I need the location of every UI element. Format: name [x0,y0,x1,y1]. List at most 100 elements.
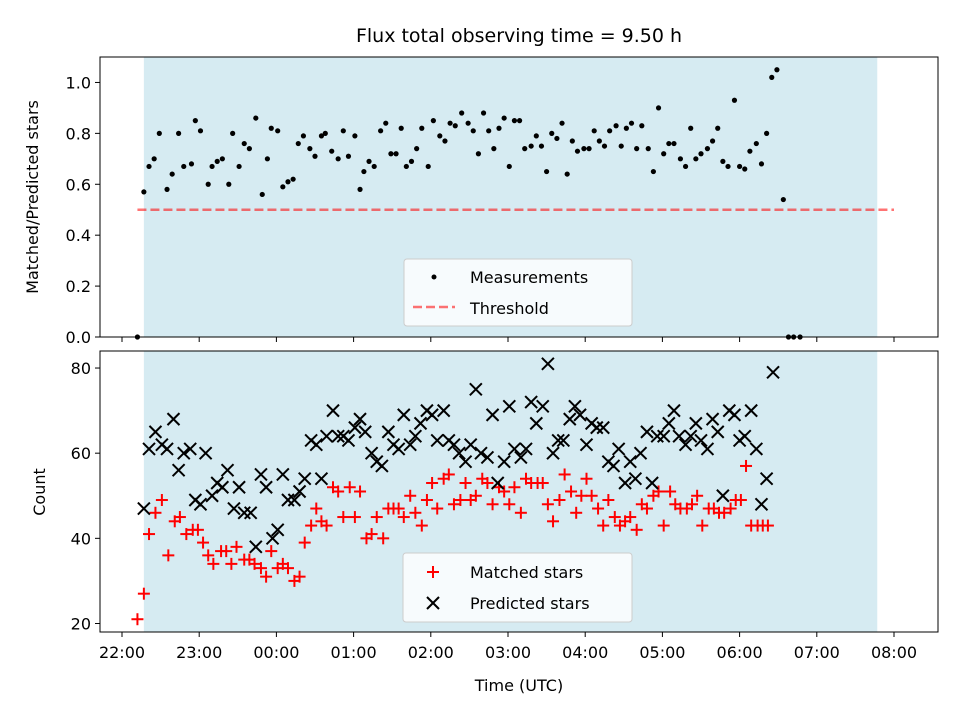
matched-star-point [202,549,215,562]
matched-star-point [608,511,621,524]
measurement-point [192,118,198,124]
ratio-y-axis-title: Matched/Predicted stars [23,100,42,294]
measurement-point [639,123,645,129]
measurement-point [671,140,677,147]
matched-star-point [565,485,578,498]
measurement-point [720,158,726,164]
measurement-point [753,140,759,147]
predicted-star-point [662,416,676,431]
matched-star-point [348,511,361,524]
ratio-panel: 0.0 0.2 0.4 0.6 0.8 1.0 Matched/Predicted sta… [23,56,939,347]
predicted-star-point [171,463,186,477]
ratio-y-ticks: 0.0 0.2 0.4 0.6 0.8 1.0 [66,73,100,347]
measurement-point [506,163,512,170]
matched-star-point [459,476,472,489]
matched-star-point [630,523,643,536]
matched-star-point [155,494,168,507]
measurement-point [607,128,613,134]
x-tick-label: 22:00 [99,643,145,662]
predicted-star-point [579,437,594,452]
measurement-point [259,191,265,198]
predicted-star-point [458,454,473,469]
predicted-star-point [375,459,389,473]
measurement-point [528,143,534,149]
matched-star-point [365,528,378,541]
predicted-star-point [452,446,466,460]
matched-star-point [724,502,737,515]
predicted-star-point [265,531,280,546]
measurement-point [634,146,640,152]
matched-star-point [718,506,731,519]
predicted-star-point [623,454,637,469]
matched-star-point [191,523,204,536]
matched-star-point [454,494,467,507]
predicted-star-point [749,442,764,456]
measurement-point [516,118,523,124]
predicted-star-point [759,472,774,486]
measurement-point [345,153,352,159]
measurement-point [682,163,689,170]
predicted-star-point [341,433,356,448]
matched-star-point [320,519,333,532]
matched-star-point [481,476,494,489]
measurement-point [533,133,539,139]
predicted-star-point [556,433,571,448]
measurement-point [596,138,602,144]
measurement-point [496,125,502,131]
predicted-star-point [656,429,671,443]
measurement-point [645,146,651,152]
measurement-point [480,110,487,116]
measurement-point [586,146,592,152]
predicted-star-point [227,501,241,516]
predicted-star-point [364,446,379,460]
measurement-point [230,130,236,136]
x-tick-label: 05:00 [639,643,685,662]
count-panel: 20 40 60 80 22:00 23:00 00:00 01:00 02:00 03:00 0… [30,350,939,662]
count-y-tick-label: 40 [71,529,91,548]
predicted-star-point [353,412,367,426]
predicted-star-point [281,493,295,507]
matched-star-point [657,519,670,532]
matched-star-point [426,476,439,489]
predicted-star-point [568,399,582,414]
matched-star-point [337,511,350,524]
predicted-star-point [514,450,528,465]
matched-star-point [585,489,598,502]
measurement-point [226,181,232,187]
matched-star-point [420,494,433,507]
predicted-star-point [358,425,372,439]
measurement-point [655,105,662,111]
ratio-legend-box [403,258,633,327]
count-plot-frame [99,350,939,633]
matched-star-point [180,528,193,541]
measurement-point [758,161,765,167]
predicted-star-point [243,506,258,520]
matched-star-point [575,489,588,502]
predicted-star-point [689,416,703,431]
measurement-point [214,158,220,164]
matched-star-point [248,557,261,570]
matched-star-point [265,545,278,558]
predicted-star-point [519,442,533,456]
predicted-star-point [326,403,340,418]
predicted-star-point [148,425,163,439]
measurement-point [725,163,731,170]
measurement-point [151,156,157,162]
measurement-point [628,120,635,126]
count-y-ticks: 20 40 60 80 [71,359,100,633]
predicted-star-point [596,420,610,435]
x-tick-label: 04:00 [562,643,608,662]
measurement-point [300,133,307,139]
measurement-point [307,146,313,152]
measurement-point [219,156,225,162]
measurement-point [322,130,328,136]
matched-star-point [230,540,243,553]
matched-star-point [310,502,323,515]
measurement-point [352,133,358,139]
measurement-point [549,130,555,136]
matched-star-point [397,511,410,524]
predicted-legend-label: Predicted stars [470,594,590,613]
measurement-point [581,146,587,152]
x-tick-label: 03:00 [485,643,531,662]
measurement-point [197,128,204,134]
